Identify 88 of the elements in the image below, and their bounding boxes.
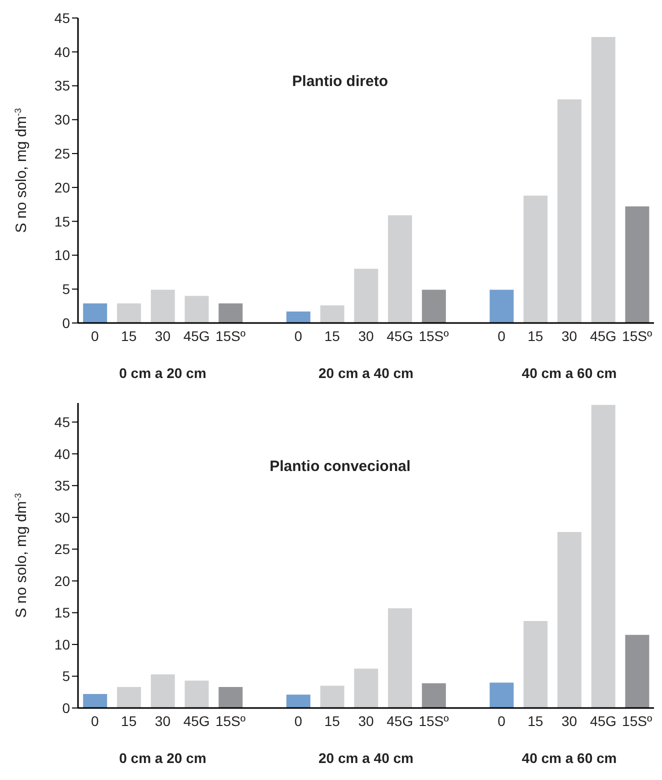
x-tick-label: 30 [562,712,578,729]
y-tick-label: 40 [54,44,70,60]
bar [116,687,141,708]
y-tick-label: 25 [54,146,70,162]
bar [625,206,650,323]
x-tick-label: 15Sº [622,712,652,729]
x-tick-label: 15 [121,328,137,344]
bar [83,694,108,708]
bar [150,674,175,708]
y-tick-label: 10 [54,636,70,652]
text: 20 cm a 40 cm [318,365,414,381]
x-tick-label: 0 [91,328,100,344]
x-tick-label: 30 [154,712,171,729]
bar [591,36,616,323]
y-tick-label: 30 [54,509,70,526]
text: Plantio convecional [268,458,412,475]
x-tick-label: 45G [183,328,210,344]
y-tick-label: 5 [62,281,70,298]
bar [625,634,650,708]
y-tick-label: 0 [62,700,70,716]
y-tick-label: 15 [54,213,70,230]
bar [184,680,209,708]
x-tick-label: 15Sº [622,328,652,344]
x-tick-label: 0 [498,328,506,344]
bar [354,268,378,323]
x-tick-label: 15 [121,712,137,729]
y-tick-label: 45 [54,10,70,26]
x-tick-label: 45G [386,712,414,729]
x-tick-label: 15 [324,328,340,344]
bar [150,290,175,323]
y-tick-label: 35 [54,478,70,494]
y-tick-label: 45 [54,414,70,430]
bar [422,290,446,323]
bar [218,687,243,708]
x-tick-label: 30 [154,328,171,344]
y-tick-label: 15 [54,604,70,621]
x-tick-label: 15Sº [215,328,246,344]
text: 20 cm a 40 cm [318,750,414,766]
text: 40 cm a 60 cm [520,750,618,766]
y-tick-label: 20 [54,179,70,196]
x-tick-label: 15Sº [418,712,449,729]
bar [286,694,310,708]
x-tick-label: 45G [590,328,616,344]
text: 40 cm a 60 cm [520,365,618,381]
x-tick-label: 30 [358,712,374,729]
x-tick-label: 15Sº [215,712,246,729]
x-tick-label: 30 [358,328,374,344]
bar [354,668,378,708]
bar [591,404,616,708]
x-tick-label: 15 [528,712,544,729]
x-tick-label: 45G [183,712,210,729]
bar [524,620,548,708]
text: 0 cm a 20 cm [118,365,208,381]
x-tick-label: 0 [294,328,302,344]
y-tick-label: 20 [54,572,70,589]
text: Plantio direto [291,72,389,90]
y-tick-label: 40 [54,446,70,462]
bar [490,682,514,708]
x-tick-label: 15Sº [418,328,449,344]
y-tick-label: 5 [62,668,70,684]
x-tick-label: 15 [528,328,544,344]
bar [320,686,344,708]
x-tick-label: 0 [498,712,506,729]
bar [218,303,243,323]
y-tick-label: 25 [54,541,70,558]
bar [184,296,209,323]
y-tick-label: 35 [54,78,70,94]
bar [388,608,412,708]
x-tick-label: 30 [562,328,578,344]
bar [557,99,582,323]
bar [490,290,514,323]
x-tick-label: 45G [386,328,414,344]
bar [422,683,446,708]
x-tick-label: 45G [590,712,616,729]
y-tick-label: 30 [54,112,70,128]
bar [320,305,344,323]
x-tick-label: 0 [294,712,302,729]
bar [388,215,412,323]
x-tick-label: 0 [91,712,100,729]
bar [83,303,108,323]
text: 0 cm a 20 cm [118,750,208,766]
bar [557,532,582,708]
bar [524,196,548,323]
bar [116,303,141,323]
y-tick-label: 10 [54,247,70,264]
bar [286,311,310,323]
x-tick-label: 15 [324,712,340,729]
y-tick-label: 0 [62,314,70,331]
